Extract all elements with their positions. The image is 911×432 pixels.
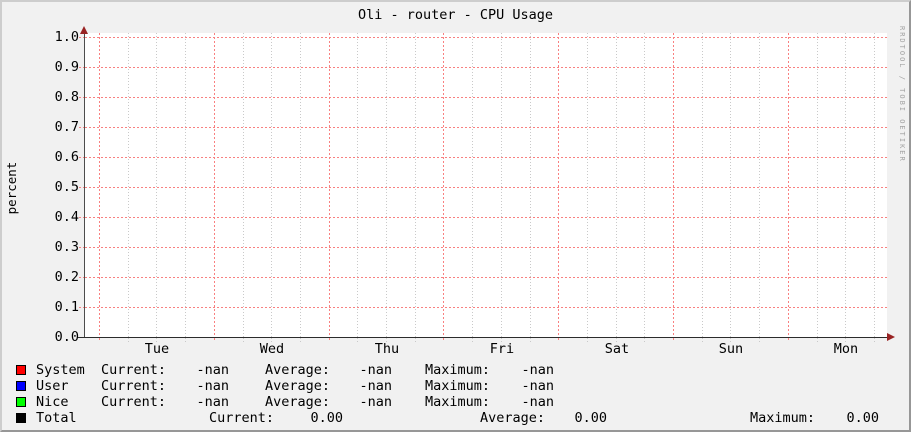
legend-maximum-value: -nan bbox=[521, 378, 554, 394]
legend-average-label: Average: bbox=[265, 378, 331, 394]
legend-row-system: System Current: -nan Average: -nan Maxim… bbox=[2, 363, 909, 379]
legend-current-value: -nan bbox=[196, 362, 229, 378]
rrdtool-watermark: RRDTOOL / TOBI OETIKER bbox=[898, 26, 906, 163]
legend-current-label: Current: bbox=[101, 362, 167, 378]
legend-current-value: 0.00 bbox=[310, 410, 343, 426]
legend-average-value: -nan bbox=[359, 378, 392, 394]
legend-average-value: -nan bbox=[359, 394, 392, 410]
legend-series-name: Total bbox=[36, 410, 77, 426]
legend-average-label: Average: bbox=[480, 410, 546, 426]
legend-swatch-user bbox=[16, 381, 26, 391]
plot-canvas bbox=[85, 33, 887, 337]
x-axis-arrow-icon bbox=[887, 333, 895, 341]
legend-series-name: Nice bbox=[36, 394, 69, 410]
legend-current-label: Current: bbox=[101, 378, 167, 394]
x-tick-label: Fri bbox=[489, 341, 515, 357]
legend-maximum-value: -nan bbox=[521, 394, 554, 410]
x-tick-label: Thu bbox=[374, 341, 400, 357]
legend-swatch-nice bbox=[16, 397, 26, 407]
y-tick-label: 0.3 bbox=[54, 239, 79, 255]
x-tick-label: Tue bbox=[144, 341, 170, 357]
legend-average-label: Average: bbox=[265, 362, 331, 378]
x-tick-label: Sun bbox=[718, 341, 744, 357]
legend-series-name: User bbox=[36, 378, 69, 394]
x-tick-label: Mon bbox=[833, 341, 859, 357]
y-tick-label: 0.9 bbox=[54, 59, 79, 75]
legend-average-value: 0.00 bbox=[574, 410, 607, 426]
legend-row-total: Total Current: 0.00 Average: 0.00 Maximu… bbox=[2, 411, 909, 427]
legend-current-value: -nan bbox=[196, 378, 229, 394]
y-tick-label: 0.6 bbox=[54, 149, 79, 165]
y-axis-line bbox=[84, 29, 85, 338]
legend-current-label: Current: bbox=[209, 410, 275, 426]
x-tick-label: Wed bbox=[259, 341, 285, 357]
legend-average-label: Average: bbox=[265, 394, 331, 410]
y-tick-label: 0.8 bbox=[54, 89, 79, 105]
graph-title: Oli - router - CPU Usage bbox=[357, 7, 554, 23]
y-axis-title: percent bbox=[4, 161, 19, 215]
y-tick-label: 1.0 bbox=[54, 29, 79, 45]
legend-row-user: User Current: -nan Average: -nan Maximum… bbox=[2, 379, 909, 395]
legend-current-value: -nan bbox=[196, 394, 229, 410]
y-tick-label: 0.5 bbox=[54, 179, 79, 195]
legend-current-label: Current: bbox=[101, 394, 167, 410]
legend-maximum-label: Maximum: bbox=[750, 410, 816, 426]
y-axis-arrow-icon bbox=[80, 26, 88, 34]
y-tick-label: 0.2 bbox=[54, 269, 79, 285]
x-tick-label: Sat bbox=[604, 341, 630, 357]
legend-swatch-total bbox=[16, 413, 26, 423]
legend-maximum-label: Maximum: bbox=[425, 362, 491, 378]
legend-series-name: System bbox=[36, 362, 85, 378]
legend-maximum-value: -nan bbox=[521, 362, 554, 378]
legend-average-value: -nan bbox=[359, 362, 392, 378]
y-tick-label: 0.7 bbox=[54, 119, 79, 135]
y-tick-label: 0.0 bbox=[54, 329, 79, 345]
y-tick-label: 0.4 bbox=[54, 209, 79, 225]
x-axis-line bbox=[77, 337, 889, 338]
legend-maximum-value: 0.00 bbox=[846, 410, 879, 426]
legend-maximum-label: Maximum: bbox=[425, 394, 491, 410]
legend-row-nice: Nice Current: -nan Average: -nan Maximum… bbox=[2, 395, 909, 411]
legend-swatch-system bbox=[16, 365, 26, 375]
legend-maximum-label: Maximum: bbox=[425, 378, 491, 394]
y-tick-label: 0.1 bbox=[54, 299, 79, 315]
